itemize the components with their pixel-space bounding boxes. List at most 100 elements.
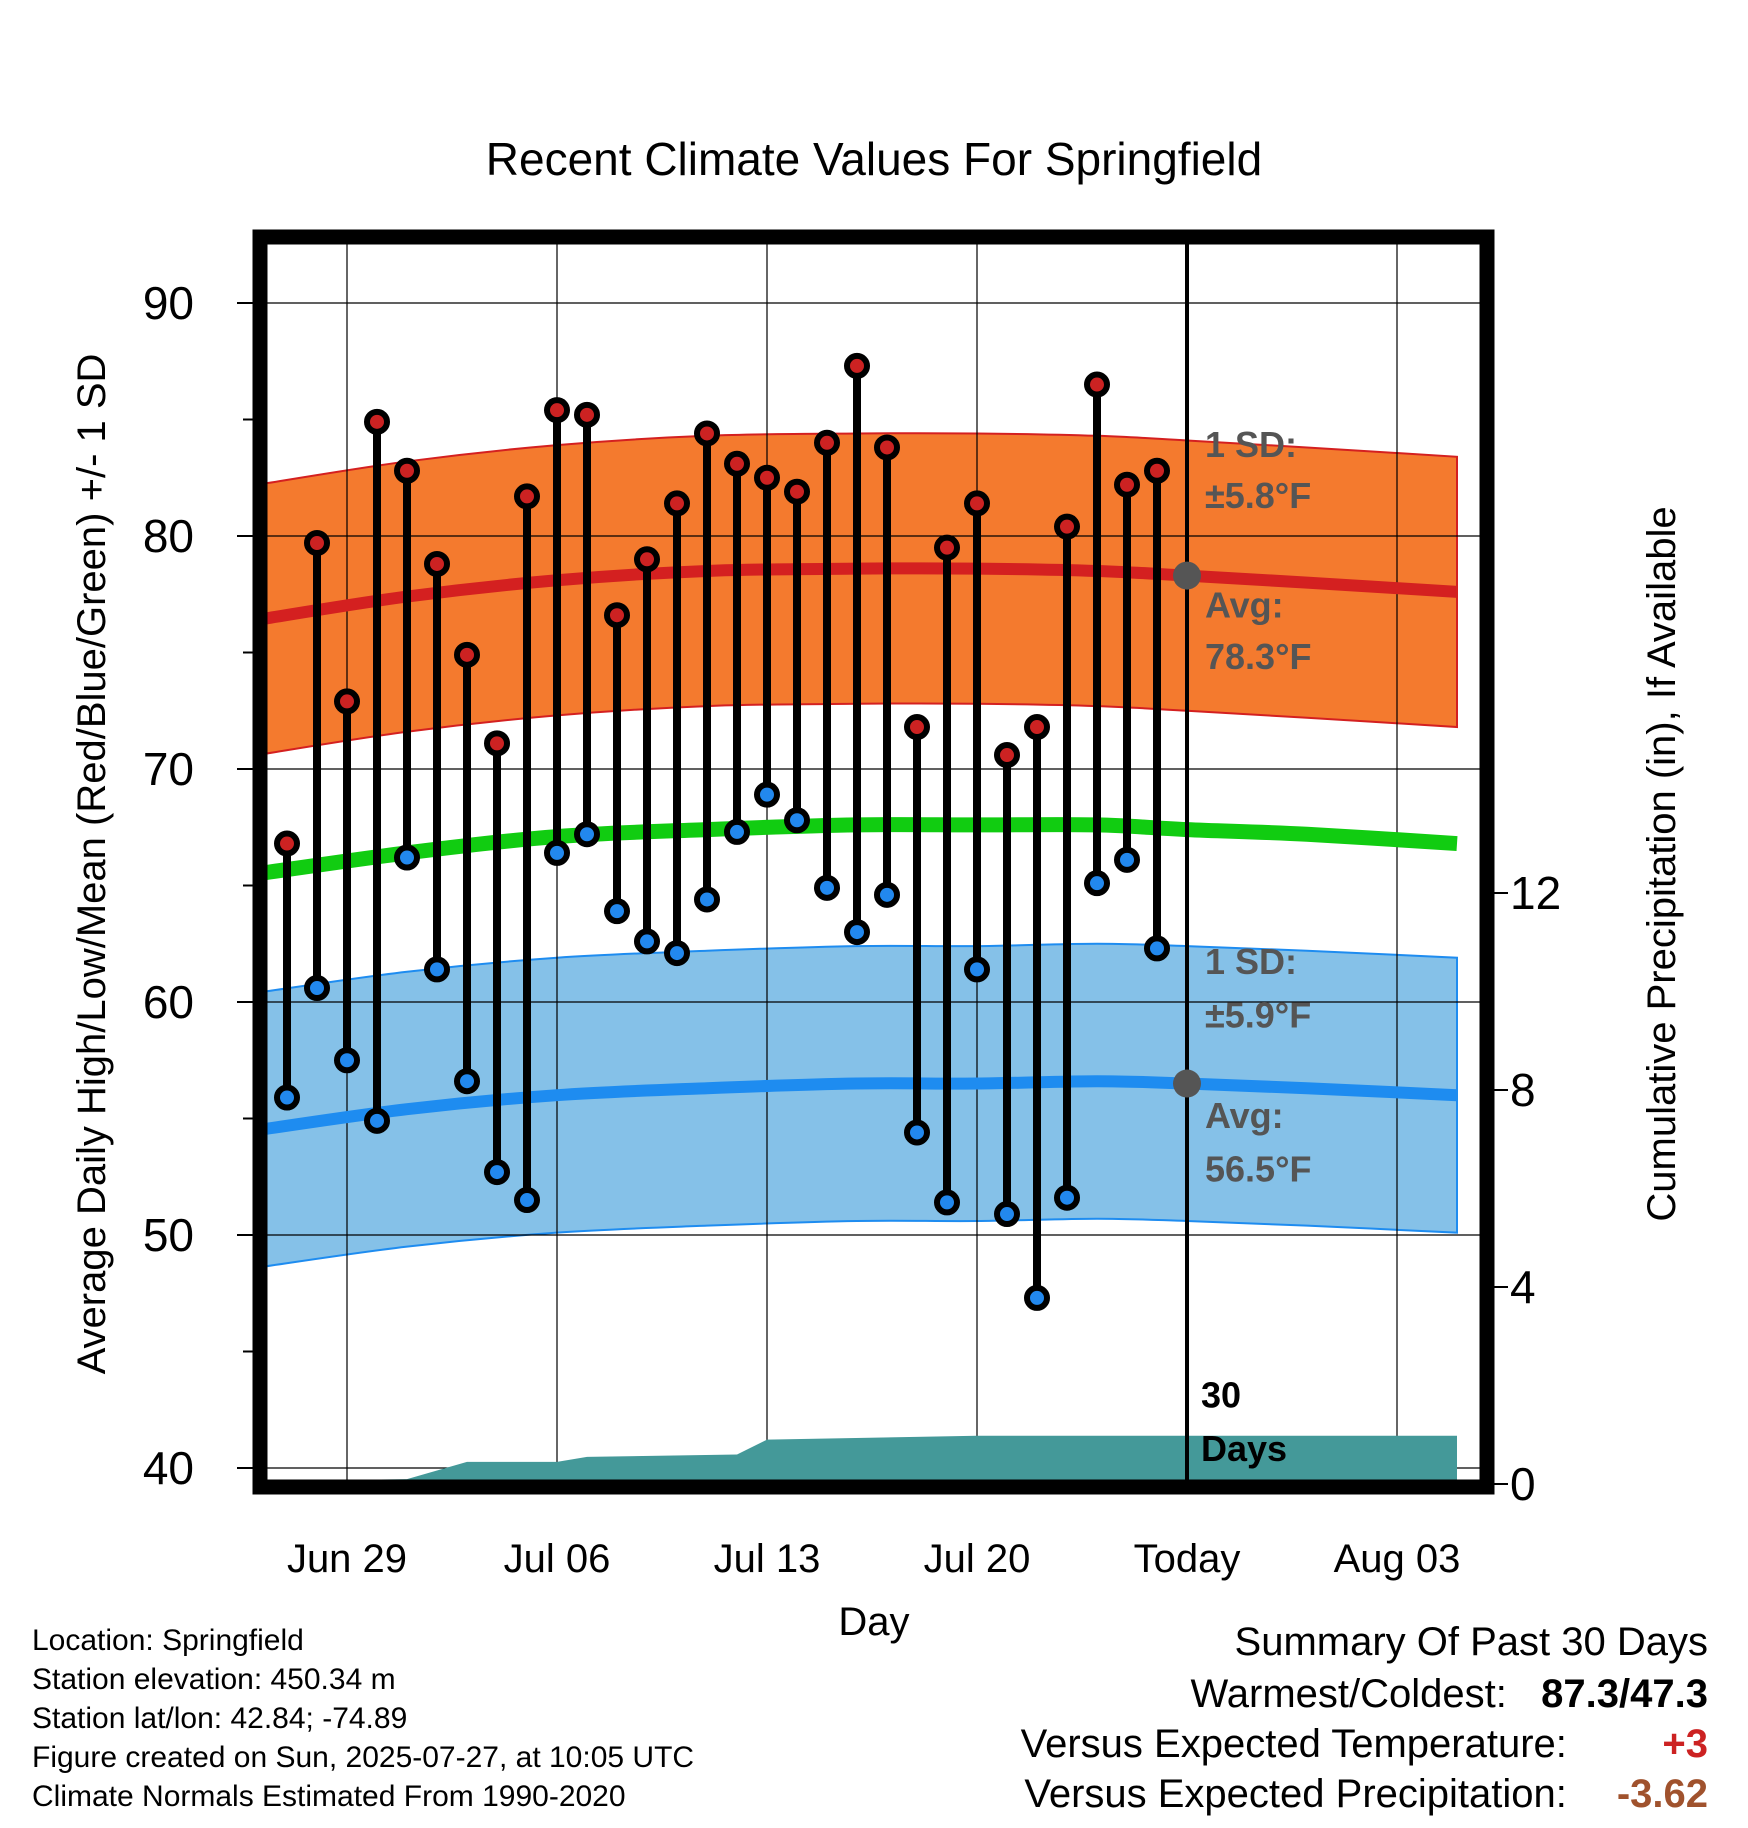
plot-content: 1 SD: ±5.8°F Avg: 78.3°F 1 SD: ±5.9°F Avg: 56.5… xyxy=(267,244,1480,1480)
high-temp-point xyxy=(364,408,390,435)
high-temp-point xyxy=(814,429,840,456)
avg-high-line xyxy=(267,562,1458,625)
summary-warmest-label: Warmest/Coldest: xyxy=(1190,1672,1507,1716)
low-sd-title: 1 SD: xyxy=(1205,941,1297,982)
low-temp-point xyxy=(904,1119,930,1146)
high-temp-point xyxy=(1054,513,1080,540)
x-tick-label: Jul 20 xyxy=(924,1537,1031,1581)
y2-tick-label: 4 xyxy=(1510,1261,1536,1313)
high-temp-point xyxy=(1144,457,1170,484)
low-sd-value: ±5.9°F xyxy=(1205,995,1311,1036)
normals-period-text: Climate Normals Estimated From 1990-2020 xyxy=(32,1780,626,1813)
y-axis-label: Average Daily High/Low/Mean (Red/Blue/Gr… xyxy=(70,354,114,1375)
high-temp-point xyxy=(484,730,510,757)
today-days-label-number: 30 xyxy=(1201,1374,1241,1415)
summary-precip-row: Versus Expected Precipitation: -3.62 xyxy=(1024,1772,1708,1817)
today-high-avg-marker xyxy=(1173,561,1201,590)
chart-title: Recent Climate Values For Springfield xyxy=(486,133,1262,185)
high-temp-point xyxy=(454,641,480,668)
high-temp-point xyxy=(724,450,750,477)
y-tick-label: 70 xyxy=(143,743,194,795)
created-text: Figure created on Sun, 2025-07-27, at 10… xyxy=(32,1741,695,1774)
low-temp-point xyxy=(934,1189,960,1216)
high-temp-point xyxy=(964,490,990,517)
low-temp-point xyxy=(664,940,690,967)
high-temp-point xyxy=(934,534,960,561)
high-temp-point xyxy=(334,688,360,715)
high-temp-point xyxy=(874,434,900,461)
low-temp-point xyxy=(694,886,720,913)
high-temp-point xyxy=(604,602,630,629)
low-temp-point xyxy=(964,956,990,983)
low-temp-point xyxy=(574,821,600,848)
high-temp-point xyxy=(424,550,450,577)
x-axis-label: Day xyxy=(838,1600,909,1644)
high-temp-point xyxy=(844,352,870,379)
low-temp-point xyxy=(514,1187,540,1214)
y2-tick-label: 0 xyxy=(1510,1458,1536,1510)
low-avg-title: Avg: xyxy=(1205,1095,1284,1136)
y2-tick-label: 12 xyxy=(1510,867,1561,919)
high-temp-point xyxy=(904,714,930,741)
low-temp-point xyxy=(394,844,420,871)
precipitation-area xyxy=(350,1435,1457,1480)
low-temp-point xyxy=(1144,935,1170,962)
x-tick-label: Jun 29 xyxy=(287,1537,407,1581)
today-days-label-text: Days xyxy=(1201,1428,1287,1469)
x-tick-label: Aug 03 xyxy=(1334,1537,1461,1581)
low-temp-point xyxy=(304,975,330,1002)
high-temp-point xyxy=(694,420,720,447)
summary-precip-label: Versus Expected Precipitation: xyxy=(1024,1772,1567,1816)
high-temp-point xyxy=(1084,371,1110,398)
plot-area: 1 SD: ±5.8°F Avg: 78.3°F 1 SD: ±5.9°F Avg: 56.5… xyxy=(143,229,1561,1581)
low-temp-point xyxy=(484,1159,510,1186)
low-temp-point xyxy=(754,781,780,808)
low-avg-value: 56.5°F xyxy=(1205,1148,1311,1189)
high-temp-point xyxy=(514,483,540,510)
latlon-text: Station lat/lon: 42.84; -74.89 xyxy=(32,1702,408,1735)
low-temp-point xyxy=(454,1068,480,1095)
high-temp-point xyxy=(754,464,780,491)
high-temp-point xyxy=(304,529,330,556)
high-sd-value: ±5.8°F xyxy=(1205,475,1311,516)
high-avg-value: 78.3°F xyxy=(1205,636,1311,677)
y-tick-label: 60 xyxy=(143,976,194,1028)
low-temp-point xyxy=(1024,1284,1050,1311)
low-temp-point xyxy=(424,956,450,983)
today-low-avg-marker xyxy=(1173,1069,1201,1098)
low-temp-point xyxy=(634,928,660,955)
high-temp-point xyxy=(664,490,690,517)
low-temp-point xyxy=(1084,870,1110,897)
low-temp-point xyxy=(1114,846,1140,873)
low-temp-point xyxy=(994,1201,1020,1228)
low-temp-point xyxy=(814,874,840,901)
low-temp-point xyxy=(844,919,870,946)
plot-frame xyxy=(252,229,1495,1495)
low-temp-point xyxy=(274,1084,300,1111)
y-tick-label: 80 xyxy=(143,510,194,562)
high-sd-title: 1 SD: xyxy=(1205,424,1297,465)
y-tick-label: 90 xyxy=(143,277,194,329)
x-tick-label: Today xyxy=(1134,1537,1241,1581)
low-temp-point xyxy=(604,898,630,925)
x-tick-label: Jul 06 xyxy=(504,1537,611,1581)
location-text: Location: Springfield xyxy=(32,1624,304,1657)
low-temp-point xyxy=(1054,1184,1080,1211)
high-temp-point xyxy=(634,546,660,573)
high-temp-point xyxy=(544,397,570,424)
low-temp-point xyxy=(724,818,750,845)
summary-temp-row: Versus Expected Temperature: +3 xyxy=(1021,1722,1708,1767)
high-temp-point xyxy=(394,457,420,484)
high-temp-point xyxy=(574,401,600,428)
avg-low-line xyxy=(267,1075,1458,1135)
summary-temp-label: Versus Expected Temperature: xyxy=(1020,1722,1567,1766)
summary-temp-value: +3 xyxy=(1662,1722,1708,1766)
y2-axis-label: Cumulative Precipitation (in), If Availa… xyxy=(1640,506,1684,1221)
summary-precip-value: -3.62 xyxy=(1616,1772,1708,1816)
summary-warmest-value: 87.3/47.3 xyxy=(1541,1672,1708,1716)
low-temp-point xyxy=(334,1047,360,1074)
low-temp-point xyxy=(544,839,570,866)
high-temp-point xyxy=(994,742,1020,769)
x-tick-label: Jul 13 xyxy=(714,1537,821,1581)
